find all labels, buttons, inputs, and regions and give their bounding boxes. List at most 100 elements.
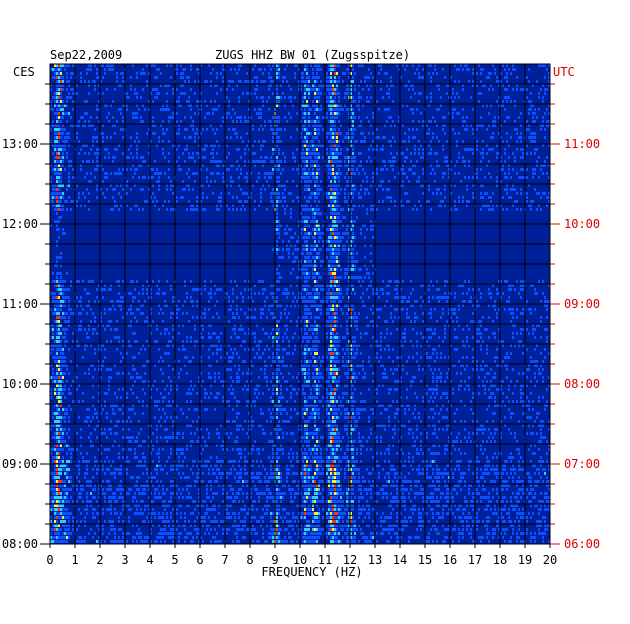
- spectrogram-cell: [526, 76, 528, 79]
- spectrogram-cell: [350, 364, 352, 367]
- spectrogram-cell: [314, 316, 316, 319]
- spectrogram-cell: [358, 372, 360, 375]
- spectrogram-cell: [488, 76, 490, 79]
- spectrogram-cell: [280, 200, 282, 203]
- spectrogram-cell: [80, 296, 82, 299]
- spectrogram-cell: [360, 336, 362, 339]
- spectrogram-cell: [50, 140, 52, 143]
- spectrogram-cell: [352, 80, 354, 83]
- spectrogram-cell: [226, 144, 228, 147]
- spectrogram-cell: [328, 364, 330, 367]
- spectrogram-cell: [60, 348, 62, 351]
- spectrogram-cell: [178, 96, 180, 99]
- spectrogram-cell: [428, 364, 430, 367]
- spectrogram-cell: [536, 80, 538, 83]
- spectrogram-cell: [362, 304, 364, 307]
- spectrogram-cell: [202, 328, 204, 331]
- spectrogram-cell: [306, 232, 308, 235]
- spectrogram-cell: [278, 348, 280, 351]
- spectrogram-cell: [148, 108, 150, 111]
- spectrogram-cell: [196, 196, 198, 199]
- spectrogram-cell: [336, 316, 338, 319]
- spectrogram-cell: [330, 308, 332, 311]
- spectrogram-cell: [114, 88, 116, 91]
- spectrogram-cell: [472, 84, 474, 87]
- spectrogram-cell: [516, 200, 518, 203]
- spectrogram-cell: [304, 328, 306, 331]
- spectrogram-cell: [182, 68, 184, 71]
- spectrogram-cell: [134, 204, 136, 207]
- spectrogram-cell: [396, 368, 398, 371]
- spectrogram-cell: [478, 320, 480, 323]
- spectrogram-cell: [372, 180, 374, 183]
- spectrogram-cell: [366, 188, 368, 191]
- spectrogram-cell: [318, 108, 320, 111]
- spectrogram-cell: [336, 356, 338, 359]
- spectrogram-cell: [300, 268, 302, 271]
- spectrogram-cell: [306, 144, 308, 147]
- spectrogram-cell: [64, 232, 66, 235]
- spectrogram-cell: [260, 148, 262, 151]
- spectrogram-cell: [336, 304, 338, 307]
- spectrogram-cell: [546, 196, 548, 199]
- spectrogram-cell: [92, 312, 94, 315]
- spectrogram-cell: [146, 64, 148, 67]
- spectrogram-cell: [416, 316, 418, 319]
- spectrogram-cell: [290, 228, 292, 231]
- spectrogram-cell: [172, 116, 174, 119]
- spectrogram-cell: [490, 136, 492, 139]
- spectrogram-cell: [500, 364, 502, 367]
- spectrogram-cell: [536, 360, 538, 363]
- spectrogram-cell: [152, 88, 154, 91]
- spectrogram-cell: [520, 340, 522, 343]
- spectrogram-cell: [250, 172, 252, 175]
- spectrogram-cell: [336, 324, 338, 327]
- spectrogram-cell: [258, 108, 260, 111]
- spectrogram-cell: [304, 364, 306, 367]
- spectrogram-cell: [50, 88, 52, 91]
- spectrogram-cell: [504, 120, 506, 123]
- spectrogram-cell: [440, 96, 442, 99]
- spectrogram-cell: [64, 336, 66, 339]
- spectrogram-cell: [276, 272, 278, 275]
- spectrogram-cell: [152, 168, 154, 171]
- spectrogram-cell: [52, 376, 54, 379]
- spectrogram-cell: [342, 236, 344, 239]
- spectrogram-cell: [246, 92, 248, 95]
- spectrogram-cell: [478, 288, 480, 291]
- spectrogram-cell: [276, 180, 278, 183]
- spectrogram-cell: [366, 208, 368, 211]
- spectrogram-cell: [470, 296, 472, 299]
- spectrogram-cell: [534, 152, 536, 155]
- spectrogram-cell: [220, 204, 222, 207]
- spectrogram-cell: [164, 132, 166, 135]
- spectrogram-cell: [216, 348, 218, 351]
- spectrogram-cell: [546, 120, 548, 123]
- spectrogram-cell: [156, 180, 158, 183]
- spectrogram-cell: [232, 180, 234, 183]
- spectrogram-cell: [286, 180, 288, 183]
- spectrogram-cell: [328, 324, 330, 327]
- spectrogram-cell: [446, 156, 448, 159]
- spectrogram-cell: [200, 336, 202, 339]
- spectrogram-cell: [110, 368, 112, 371]
- spectrogram-cell: [338, 176, 340, 179]
- spectrogram-cell: [458, 96, 460, 99]
- spectrogram-cell: [156, 68, 158, 71]
- spectrogram-cell: [332, 232, 334, 235]
- spectrogram-cell: [142, 156, 144, 159]
- spectrogram-cell: [402, 168, 404, 171]
- spectrogram-cell: [108, 68, 110, 71]
- spectrogram-cell: [54, 296, 56, 299]
- spectrogram-cell: [488, 292, 490, 295]
- spectrogram-cell: [130, 208, 132, 211]
- spectrogram-cell: [372, 132, 374, 135]
- spectrogram-cell: [182, 304, 184, 307]
- spectrogram-cell: [430, 92, 432, 95]
- spectrogram-cell: [482, 204, 484, 207]
- spectrogram-cell: [334, 76, 336, 79]
- spectrogram-cell: [304, 264, 306, 267]
- spectrogram-cell: [214, 344, 216, 347]
- spectrogram-cell: [236, 84, 238, 87]
- spectrogram-cell: [68, 84, 70, 87]
